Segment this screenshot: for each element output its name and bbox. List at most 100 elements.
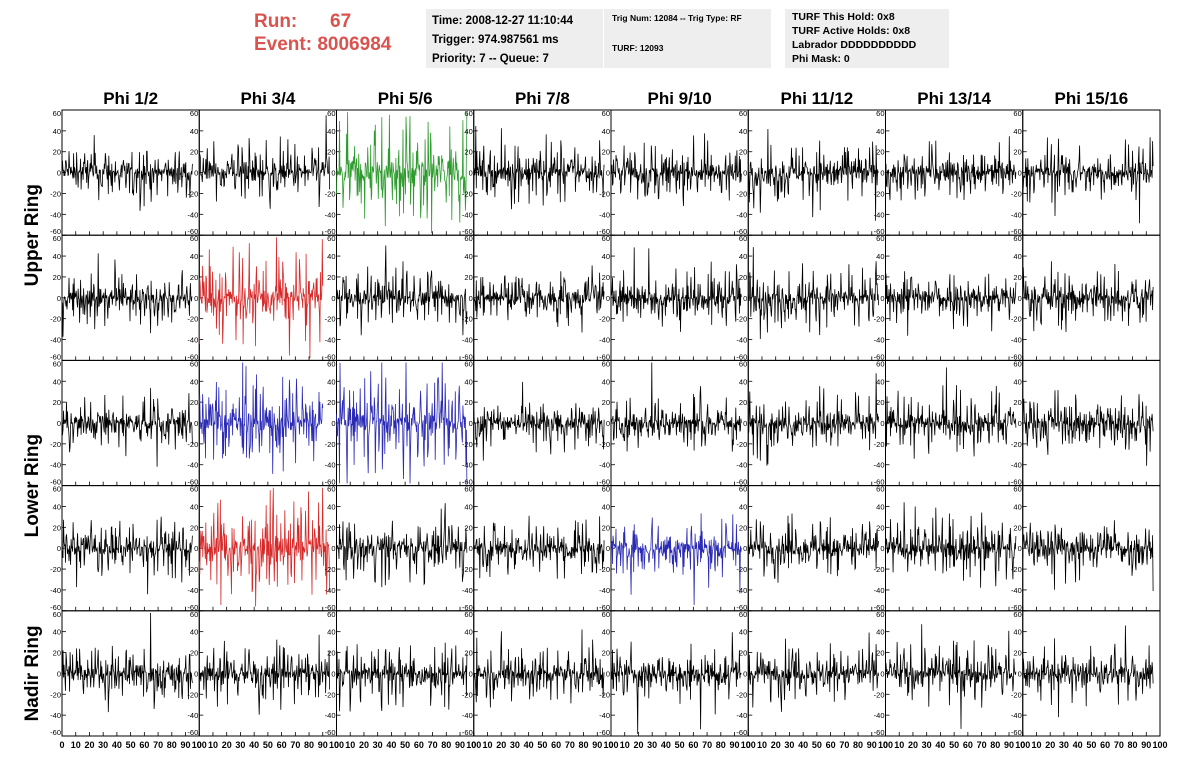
waveform-trace — [885, 271, 1017, 336]
waveform-trace — [61, 253, 193, 337]
y-tick-label: 0 — [880, 544, 884, 553]
y-tick-label: 60 — [1013, 359, 1021, 368]
y-tick-label: -60 — [1011, 227, 1022, 236]
y-tick-label: -20 — [1011, 440, 1022, 449]
y-tick-label: 20 — [876, 523, 884, 532]
y-tick-label: -20 — [325, 315, 336, 324]
x-tick-label: 0 — [59, 740, 64, 750]
waveform-trace — [610, 632, 742, 734]
y-tick-label: 40 — [464, 377, 472, 386]
x-tick-label: 0 — [608, 740, 613, 750]
y-tick-label: 40 — [602, 127, 610, 136]
y-tick-label: -40 — [462, 210, 473, 219]
column-header: Phi 11/12 — [780, 89, 853, 108]
phi-mask-text: Phi Mask: 0 — [792, 53, 850, 65]
x-tick-label: 60 — [414, 740, 424, 750]
trigger-text: Trigger: 974.987561 ms — [432, 34, 559, 46]
y-tick-label: 40 — [327, 377, 335, 386]
y-tick-label: 60 — [464, 234, 472, 243]
y-tick-label: 20 — [53, 523, 61, 532]
y-tick-label: 0 — [57, 169, 61, 178]
x-tick-label: 0 — [334, 740, 339, 750]
y-tick-label: -40 — [1011, 711, 1022, 720]
y-tick-label: 20 — [53, 273, 61, 282]
priority-text: Priority: 7 -- Queue: 7 — [432, 53, 549, 65]
y-tick-label: -40 — [187, 711, 198, 720]
y-tick-label: 0 — [1018, 294, 1022, 303]
y-tick-label: -40 — [325, 461, 336, 470]
y-tick-label: -60 — [187, 603, 198, 612]
waveform-trace — [61, 135, 193, 211]
y-tick-label: -20 — [462, 565, 473, 574]
y-tick-label: 60 — [190, 485, 198, 494]
x-tick-label: 30 — [373, 740, 383, 750]
x-tick-label: 90 — [1141, 740, 1151, 750]
y-tick-label: -20 — [50, 315, 61, 324]
y-tick-label: 0 — [57, 669, 61, 678]
y-tick-label: 40 — [53, 252, 61, 261]
waveform-trace — [885, 136, 1017, 201]
y-tick-label: -40 — [325, 711, 336, 720]
y-tick-label: 0 — [606, 294, 610, 303]
column-header: Phi 3/4 — [240, 89, 295, 108]
x-tick-label: 10 — [620, 740, 630, 750]
waveform-trace — [473, 515, 605, 579]
x-tick-label: 60 — [139, 740, 149, 750]
y-tick-label: 40 — [464, 628, 472, 637]
y-tick-label: -60 — [50, 603, 61, 612]
x-tick-label: 60 — [1100, 740, 1110, 750]
y-tick-label: 20 — [739, 649, 747, 658]
x-tick-label: 100 — [603, 740, 618, 750]
y-tick-label: 20 — [190, 649, 198, 658]
waveform-trace — [198, 115, 330, 209]
x-tick-label: 50 — [400, 740, 410, 750]
y-tick-label: 40 — [190, 628, 198, 637]
y-tick-label: 20 — [1013, 398, 1021, 407]
y-tick-label: 60 — [53, 485, 61, 494]
y-tick-label: 60 — [190, 234, 198, 243]
waveform-panel — [473, 485, 612, 612]
y-tick-label: -60 — [325, 728, 336, 737]
y-tick-label: -60 — [1011, 603, 1022, 612]
waveform-trace — [610, 133, 742, 207]
y-tick-label: -60 — [187, 728, 198, 737]
y-tick-label: -20 — [187, 315, 198, 324]
y-tick-label: 40 — [876, 628, 884, 637]
x-tick-label: 70 — [1114, 740, 1124, 750]
x-tick-label: 10 — [894, 740, 904, 750]
x-tick-label: 50 — [263, 740, 273, 750]
y-tick-label: -20 — [874, 690, 885, 699]
y-tick-label: 60 — [876, 359, 884, 368]
y-tick-label: 40 — [602, 377, 610, 386]
x-tick-label: 60 — [551, 740, 561, 750]
x-tick-label: 90 — [181, 740, 191, 750]
y-tick-label: 20 — [876, 148, 884, 157]
x-tick-label: 0 — [197, 740, 202, 750]
y-tick-label: -20 — [50, 440, 61, 449]
y-tick-label: 40 — [739, 502, 747, 511]
y-tick-label: -60 — [50, 227, 61, 236]
y-tick-label: -40 — [874, 336, 885, 345]
x-tick-label: 20 — [1045, 740, 1055, 750]
x-tick-label: 70 — [428, 740, 438, 750]
y-tick-label: 20 — [53, 148, 61, 157]
y-tick-label: 60 — [53, 610, 61, 619]
x-tick-label: 90 — [1004, 740, 1014, 750]
waveform-trace — [473, 629, 605, 708]
y-tick-label: 40 — [602, 252, 610, 261]
y-tick-label: -40 — [325, 586, 336, 595]
y-tick-label: 20 — [739, 523, 747, 532]
waveform-trace — [473, 381, 605, 461]
y-tick-label: -60 — [1011, 728, 1022, 737]
y-tick-label: -20 — [462, 189, 473, 198]
x-tick-label: 100 — [878, 740, 893, 750]
y-tick-label: -40 — [1011, 586, 1022, 595]
y-tick-label: -20 — [599, 189, 610, 198]
y-tick-label: 40 — [190, 252, 198, 261]
y-tick-label: 20 — [327, 398, 335, 407]
y-tick-label: -60 — [1011, 478, 1022, 487]
y-tick-label: -40 — [50, 210, 61, 219]
y-tick-label: -40 — [187, 461, 198, 470]
waveform-trace — [885, 624, 1017, 729]
